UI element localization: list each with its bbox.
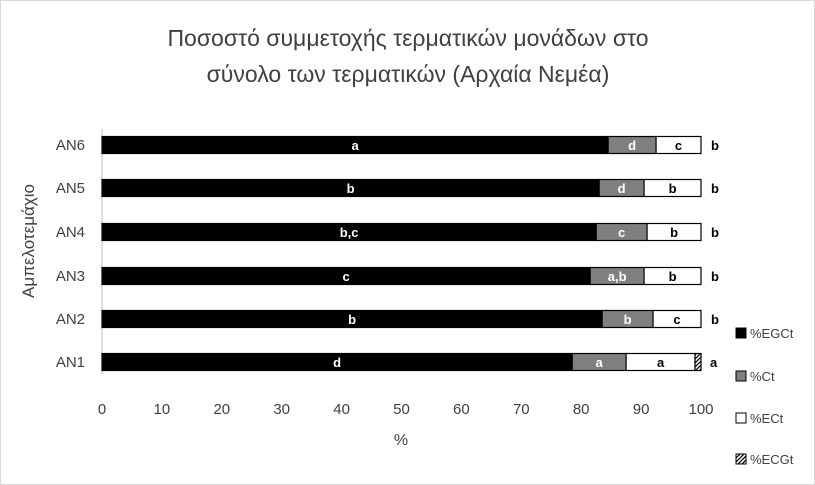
chart-legend: %EGCt %Ct %ECt %ECGt — [735, 326, 794, 467]
chart-title: Ποσοστό συμμετοχής τερματικών μονάδων στ… — [167, 25, 648, 87]
x-tick-label: 60 — [453, 401, 470, 418]
data-label: c — [618, 225, 625, 240]
legend-swatch — [735, 327, 747, 339]
x-tick-label: 40 — [333, 401, 350, 418]
bar-segment — [643, 266, 702, 286]
data-label: a,b — [608, 269, 627, 284]
y-axis-title: Αμπελοτεμάχιο — [19, 184, 38, 298]
data-label: b — [348, 312, 356, 327]
chart-title-line: σύνολο των τερματικών (Αρχαία Νεμέα) — [207, 61, 610, 87]
data-label: b — [711, 138, 719, 153]
y-tick-label: AN3 — [56, 268, 85, 285]
bar-segment — [694, 352, 702, 372]
data-label: d — [618, 181, 626, 196]
data-label: d — [333, 355, 341, 370]
data-label: d — [628, 138, 636, 153]
bar-segment — [646, 222, 702, 242]
data-label: c — [673, 312, 680, 327]
data-label: b,c — [340, 225, 359, 240]
y-tick-label: AN5 — [56, 180, 85, 197]
data-label: c — [675, 138, 682, 153]
legend-label: %EGCt — [750, 326, 794, 341]
plot-area: AN1 AN2 AN3 AN4 AN5 AN6 0 10 20 30 40 50 60 70 80 90 100… — [19, 129, 719, 449]
data-label: b — [669, 181, 677, 196]
x-tick-label: 0 — [98, 401, 106, 418]
x-tick-label: 70 — [513, 401, 530, 418]
data-label: a — [596, 355, 604, 370]
data-label: a — [657, 355, 665, 370]
x-tick-label: 90 — [633, 401, 650, 418]
data-label: b — [624, 312, 632, 327]
data-label: a — [710, 355, 718, 370]
x-tick-label: 100 — [688, 401, 713, 418]
y-tick-label: AN6 — [56, 137, 85, 154]
legend-label: %ECt — [750, 411, 784, 426]
data-label: b — [670, 225, 678, 240]
x-tick-label: 30 — [273, 401, 290, 418]
data-label: b — [711, 181, 719, 196]
bar-segment — [652, 309, 702, 329]
x-tick-label: 10 — [154, 401, 171, 418]
x-tick-label: 20 — [213, 401, 230, 418]
x-tick-label: 50 — [393, 401, 410, 418]
data-label: b — [711, 312, 719, 327]
data-label: b — [347, 181, 355, 196]
legend-swatch — [735, 453, 747, 465]
y-tick-label: AN1 — [56, 354, 85, 371]
data-label: c — [342, 269, 349, 284]
legend-label: %Ct — [750, 369, 775, 384]
y-tick-label: AN2 — [56, 311, 85, 328]
bar-segment — [643, 178, 702, 198]
y-tick-label: AN4 — [56, 224, 85, 241]
data-label: b — [711, 225, 719, 240]
data-label: a — [351, 138, 359, 153]
legend-swatch — [735, 370, 747, 382]
chart-title-line: Ποσοστό συμμετοχής τερματικών μονάδων στ… — [167, 25, 648, 51]
data-label: b — [669, 269, 677, 284]
legend-label: %ECGt — [750, 452, 794, 467]
legend-swatch — [735, 412, 747, 424]
x-tick-label: 80 — [573, 401, 590, 418]
bar-segment — [655, 135, 702, 155]
x-axis-title: % — [394, 432, 408, 449]
data-label: b — [711, 269, 719, 284]
